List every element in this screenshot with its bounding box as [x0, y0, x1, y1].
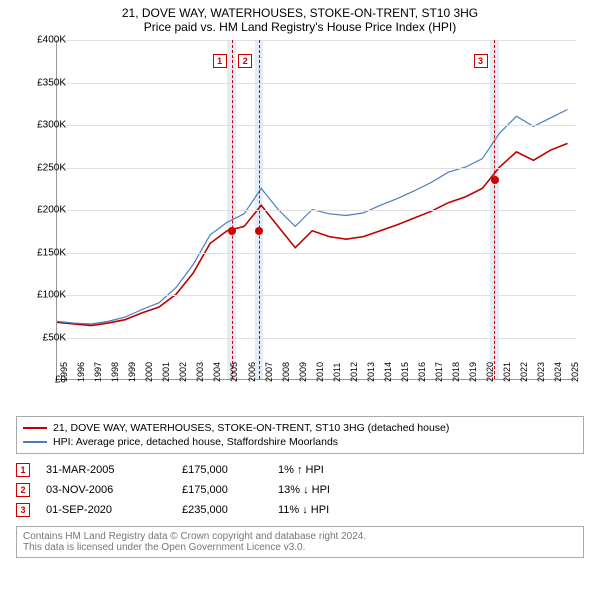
event-marker-1: 1 — [213, 54, 227, 68]
x-axis-label: 2021 — [502, 362, 512, 382]
sale-point — [228, 227, 236, 235]
plot-region — [56, 40, 576, 380]
x-axis-label: 2002 — [178, 362, 188, 382]
x-axis-label: 2015 — [400, 362, 410, 382]
gridline — [57, 338, 576, 339]
event-line — [232, 40, 233, 379]
event-line — [259, 40, 260, 379]
event-marker-3: 3 — [474, 54, 488, 68]
event-marker-icon: 3 — [16, 503, 30, 517]
event-diff: 11% ↓ HPI — [278, 504, 368, 516]
gridline — [57, 83, 576, 84]
series-hpi — [57, 109, 568, 323]
legend-row-hpi: HPI: Average price, detached house, Staf… — [23, 435, 577, 449]
attribution-line2: This data is licensed under the Open Gov… — [23, 542, 577, 553]
legend-label-hpi: HPI: Average price, detached house, Staf… — [53, 436, 338, 448]
x-axis-label: 2011 — [332, 363, 342, 382]
x-axis-label: 2025 — [570, 362, 580, 382]
x-axis-label: 2012 — [349, 362, 359, 382]
event-price: £235,000 — [182, 504, 262, 516]
sale-point — [491, 176, 499, 184]
x-axis-label: 2009 — [298, 362, 308, 382]
x-axis-label: 2003 — [195, 362, 205, 382]
event-date: 01-SEP-2020 — [46, 504, 166, 516]
y-axis-label: £400K — [37, 35, 66, 46]
y-axis-label: £50K — [43, 332, 66, 343]
title-sub: Price paid vs. HM Land Registry's House … — [0, 20, 600, 34]
event-line — [494, 40, 495, 379]
gridline — [57, 40, 576, 41]
x-axis-label: 2013 — [366, 362, 376, 382]
x-axis-label: 1998 — [110, 362, 120, 382]
x-axis-label: 2010 — [315, 362, 325, 382]
event-date: 03-NOV-2006 — [46, 484, 166, 496]
x-axis-label: 2000 — [144, 362, 154, 382]
legend-swatch-property — [23, 427, 47, 429]
x-axis-label: 1999 — [127, 362, 137, 382]
event-marker-icon: 1 — [16, 463, 30, 477]
gridline — [57, 210, 576, 211]
y-axis-label: £200K — [37, 205, 66, 216]
x-axis-label: 2001 — [161, 362, 171, 382]
event-marker-icon: 2 — [16, 483, 30, 497]
y-axis-label: £350K — [37, 77, 66, 88]
legend-label-property: 21, DOVE WAY, WATERHOUSES, STOKE-ON-TREN… — [53, 422, 449, 434]
x-axis-label: 1997 — [93, 362, 103, 382]
attribution: Contains HM Land Registry data © Crown c… — [16, 526, 584, 558]
y-axis-label: £300K — [37, 120, 66, 131]
x-axis-label: 2024 — [553, 362, 563, 382]
x-axis-label: 2005 — [229, 362, 239, 382]
x-axis-label: 2017 — [434, 362, 444, 382]
series-property — [57, 143, 568, 325]
event-price: £175,000 — [182, 464, 262, 476]
event-price: £175,000 — [182, 484, 262, 496]
x-axis-label: 1995 — [59, 362, 69, 382]
attribution-line1: Contains HM Land Registry data © Crown c… — [23, 531, 577, 542]
x-axis-label: 2022 — [519, 362, 529, 382]
gridline — [57, 168, 576, 169]
legend: 21, DOVE WAY, WATERHOUSES, STOKE-ON-TREN… — [16, 416, 584, 454]
gridline — [57, 253, 576, 254]
x-axis-label: 2014 — [383, 362, 393, 382]
x-axis-label: 2008 — [281, 362, 291, 382]
x-axis-label: 2006 — [247, 362, 257, 382]
x-axis-label: 2016 — [417, 362, 427, 382]
y-axis-label: £150K — [37, 247, 66, 258]
legend-swatch-hpi — [23, 441, 47, 443]
x-axis-label: 2007 — [264, 362, 274, 382]
event-row: 1 31-MAR-2005 £175,000 1% ↑ HPI — [16, 460, 584, 480]
event-diff: 13% ↓ HPI — [278, 484, 368, 496]
legend-row-property: 21, DOVE WAY, WATERHOUSES, STOKE-ON-TREN… — [23, 421, 577, 435]
x-axis-label: 2004 — [212, 362, 222, 382]
chart-titles: 21, DOVE WAY, WATERHOUSES, STOKE-ON-TREN… — [0, 0, 600, 36]
x-axis-label: 2020 — [485, 362, 495, 382]
events-table: 1 31-MAR-2005 £175,000 1% ↑ HPI 2 03-NOV-2006… — [16, 460, 584, 520]
event-diff: 1% ↑ HPI — [278, 464, 368, 476]
x-axis-label: 2023 — [536, 362, 546, 382]
gridline — [57, 125, 576, 126]
title-main: 21, DOVE WAY, WATERHOUSES, STOKE-ON-TREN… — [0, 6, 600, 20]
event-date: 31-MAR-2005 — [46, 464, 166, 476]
x-axis-label: 2018 — [451, 362, 461, 382]
event-row: 3 01-SEP-2020 £235,000 11% ↓ HPI — [16, 500, 584, 520]
x-axis-label: 1996 — [76, 362, 86, 382]
event-marker-2: 2 — [238, 54, 252, 68]
x-axis-label: 2019 — [468, 362, 478, 382]
y-axis-label: £100K — [37, 290, 66, 301]
sale-point — [255, 227, 263, 235]
gridline — [57, 295, 576, 296]
chart-area: £0£50K£100K£150K£200K£250K£300K£350K£400… — [12, 40, 592, 410]
event-row: 2 03-NOV-2006 £175,000 13% ↓ HPI — [16, 480, 584, 500]
y-axis-label: £250K — [37, 162, 66, 173]
